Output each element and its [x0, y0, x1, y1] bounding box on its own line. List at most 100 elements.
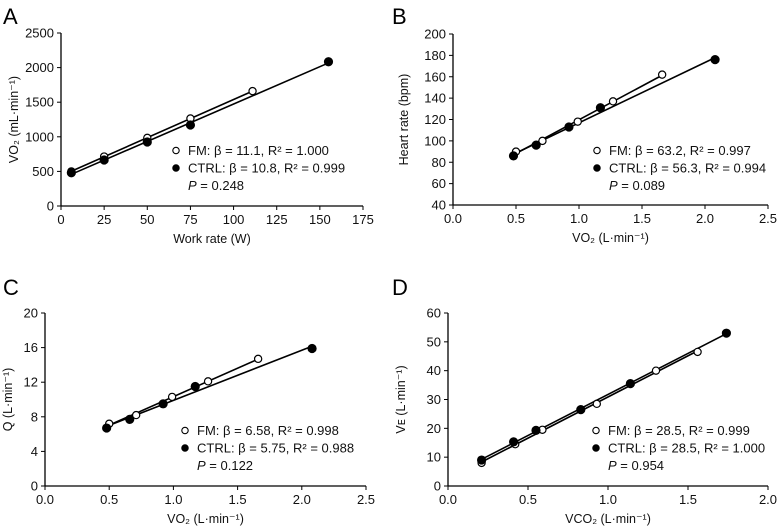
data-point-ctrl — [531, 140, 541, 150]
panel-letter: B — [392, 4, 407, 29]
p-value-text: P = 0.122 — [197, 458, 253, 473]
y-tick-label: 20 — [24, 306, 38, 321]
panel-b: B 0.0 0.5 1.0 1.5 2.0 2.5 40 60 80 100 120 140 160 180… — [392, 4, 777, 245]
y-tick-label: 500 — [32, 164, 54, 179]
data-point-ctrl — [125, 414, 135, 424]
y-tick-label: 2000 — [25, 60, 54, 75]
x-tick-label: 1.5 — [229, 492, 247, 507]
data-point-ctrl — [158, 399, 168, 409]
x-tick-label: 1.0 — [599, 492, 617, 507]
x-axis-label: VO₂ (L·min⁻¹) — [572, 231, 649, 245]
y-axis-label: Vᴇ (L·min⁻¹) — [394, 365, 408, 433]
panel-letter: C — [3, 275, 19, 300]
y-tick-label: 160 — [424, 69, 446, 84]
x-tick-label: 2.0 — [293, 492, 311, 507]
y-tick-label: 16 — [24, 340, 38, 355]
y-tick-label: 80 — [432, 155, 446, 170]
legend-label-fm: FM: β = 63.2, R² = 0.997 — [609, 143, 751, 158]
legend-marker-fm — [592, 426, 600, 435]
legend-label-ctrl: CTRL: β = 28.5, R² = 1.000 — [608, 441, 765, 456]
x-tick-label: 1.0 — [570, 211, 588, 226]
data-point-ctrl — [190, 381, 200, 392]
legend: FM: β = 63.2, R² = 0.997 CTRL: β = 56.3, … — [593, 143, 766, 193]
legend-marker-ctrl — [593, 164, 601, 172]
data-point-ctrl — [595, 103, 606, 113]
y-tick-label: 100 — [424, 133, 446, 148]
legend-marker-ctrl — [172, 164, 180, 172]
panel-d: D 0.0 0.5 1.0 1.5 2.0 0 10 20 30 40 50 60 VCO₂ (L·min… — [392, 275, 777, 526]
y-axis-label: Heart rate (bpm) — [397, 74, 411, 166]
y-tick-label: 140 — [424, 91, 446, 106]
data-point-fm — [651, 366, 661, 375]
x-tick-label: 0.5 — [519, 492, 537, 507]
data-point-fm — [573, 117, 582, 126]
legend-marker-fm — [593, 146, 601, 155]
legend-label-fm: FM: β = 11.1, R² = 1.000 — [188, 143, 329, 158]
p-label: P — [608, 458, 617, 473]
p-value-text: P = 0.248 — [188, 178, 244, 193]
y-tick-label: 20 — [427, 421, 441, 436]
p-label: P — [188, 178, 197, 193]
panel-letter: D — [392, 275, 408, 300]
y-tick-label: 120 — [424, 112, 446, 127]
p-label: P — [609, 178, 618, 193]
y-tick-label: 200 — [424, 27, 446, 42]
panel-a: A 0 25 50 75 100 125 150 175 0 500 1000 1500 2000 2500… — [3, 4, 374, 246]
y-tick-label: 10 — [427, 450, 441, 465]
y-tick-label: 12 — [24, 375, 38, 390]
data-point-ctrl — [508, 437, 519, 447]
data-point-fm — [608, 97, 618, 106]
y-tick-label: 0 — [47, 199, 54, 214]
data-point-ctrl — [66, 168, 76, 178]
x-tick-label: 50 — [140, 212, 154, 227]
data-point-fm — [167, 392, 177, 402]
x-tick-label: 125 — [266, 212, 288, 227]
y-tick-label: 30 — [427, 392, 441, 407]
x-tick-label: 150 — [309, 212, 331, 227]
data-point-ctrl — [99, 155, 109, 165]
legend-marker-fm — [181, 426, 189, 435]
p-value: = 0.248 — [200, 178, 244, 193]
x-tick-label: 2.0 — [759, 492, 777, 507]
y-tick-label: 60 — [427, 306, 441, 321]
data-point-ctrl — [185, 120, 196, 130]
x-tick-label: 2.5 — [759, 211, 777, 226]
y-tick-label: 1000 — [25, 129, 54, 144]
y-tick-label: 180 — [424, 48, 446, 63]
data-point-fm — [253, 354, 263, 364]
x-tick-label: 1.0 — [164, 492, 182, 507]
x-tick-label: 1.5 — [633, 211, 651, 226]
y-axis-label: Q (L·min⁻¹) — [1, 368, 15, 432]
data-point-ctrl — [307, 343, 317, 354]
y-tick-label: 1500 — [25, 95, 54, 110]
data-point-ctrl — [142, 137, 152, 147]
y-tick-label: 2500 — [25, 26, 54, 41]
x-tick-label: 0.0 — [439, 492, 457, 507]
data-point-ctrl — [564, 122, 574, 132]
y-tick-label: 0 — [434, 479, 441, 494]
data-point-ctrl — [576, 404, 586, 415]
x-tick-label: 175 — [352, 212, 374, 227]
regression-line-fm — [71, 90, 253, 172]
legend-marker-ctrl — [592, 444, 600, 452]
legend-label-ctrl: CTRL: β = 56.3, R² = 0.994 — [609, 161, 766, 176]
legend-marker-fm — [172, 146, 180, 155]
panel-c: C 0.0 0.5 1.0 1.5 2.0 2.5 0 4 8 12 16 20 VO₂ (L·min⁻¹… — [1, 275, 375, 526]
p-value: = 0.089 — [621, 178, 665, 193]
regression-line-ctrl — [513, 56, 716, 155]
y-tick-label: 0 — [31, 479, 38, 494]
x-tick-label: 75 — [183, 212, 197, 227]
legend: FM: β = 6.58, R² = 0.998 CTRL: β = 5.75, … — [181, 423, 354, 473]
data-point-ctrl — [531, 425, 541, 435]
x-tick-label: 0.0 — [36, 492, 54, 507]
y-tick-label: 40 — [427, 363, 441, 378]
data-point-ctrl — [508, 151, 519, 161]
x-axis-label: Work rate (W) — [173, 232, 251, 246]
x-axis-label: VCO₂ (L·min⁻¹) — [565, 512, 651, 526]
x-tick-label: 0.5 — [100, 492, 118, 507]
legend-label-ctrl: CTRL: β = 5.75, R² = 0.988 — [197, 441, 354, 456]
p-value-text: P = 0.954 — [608, 458, 664, 473]
data-point-ctrl — [477, 455, 487, 465]
x-tick-label: 2.0 — [696, 211, 714, 226]
